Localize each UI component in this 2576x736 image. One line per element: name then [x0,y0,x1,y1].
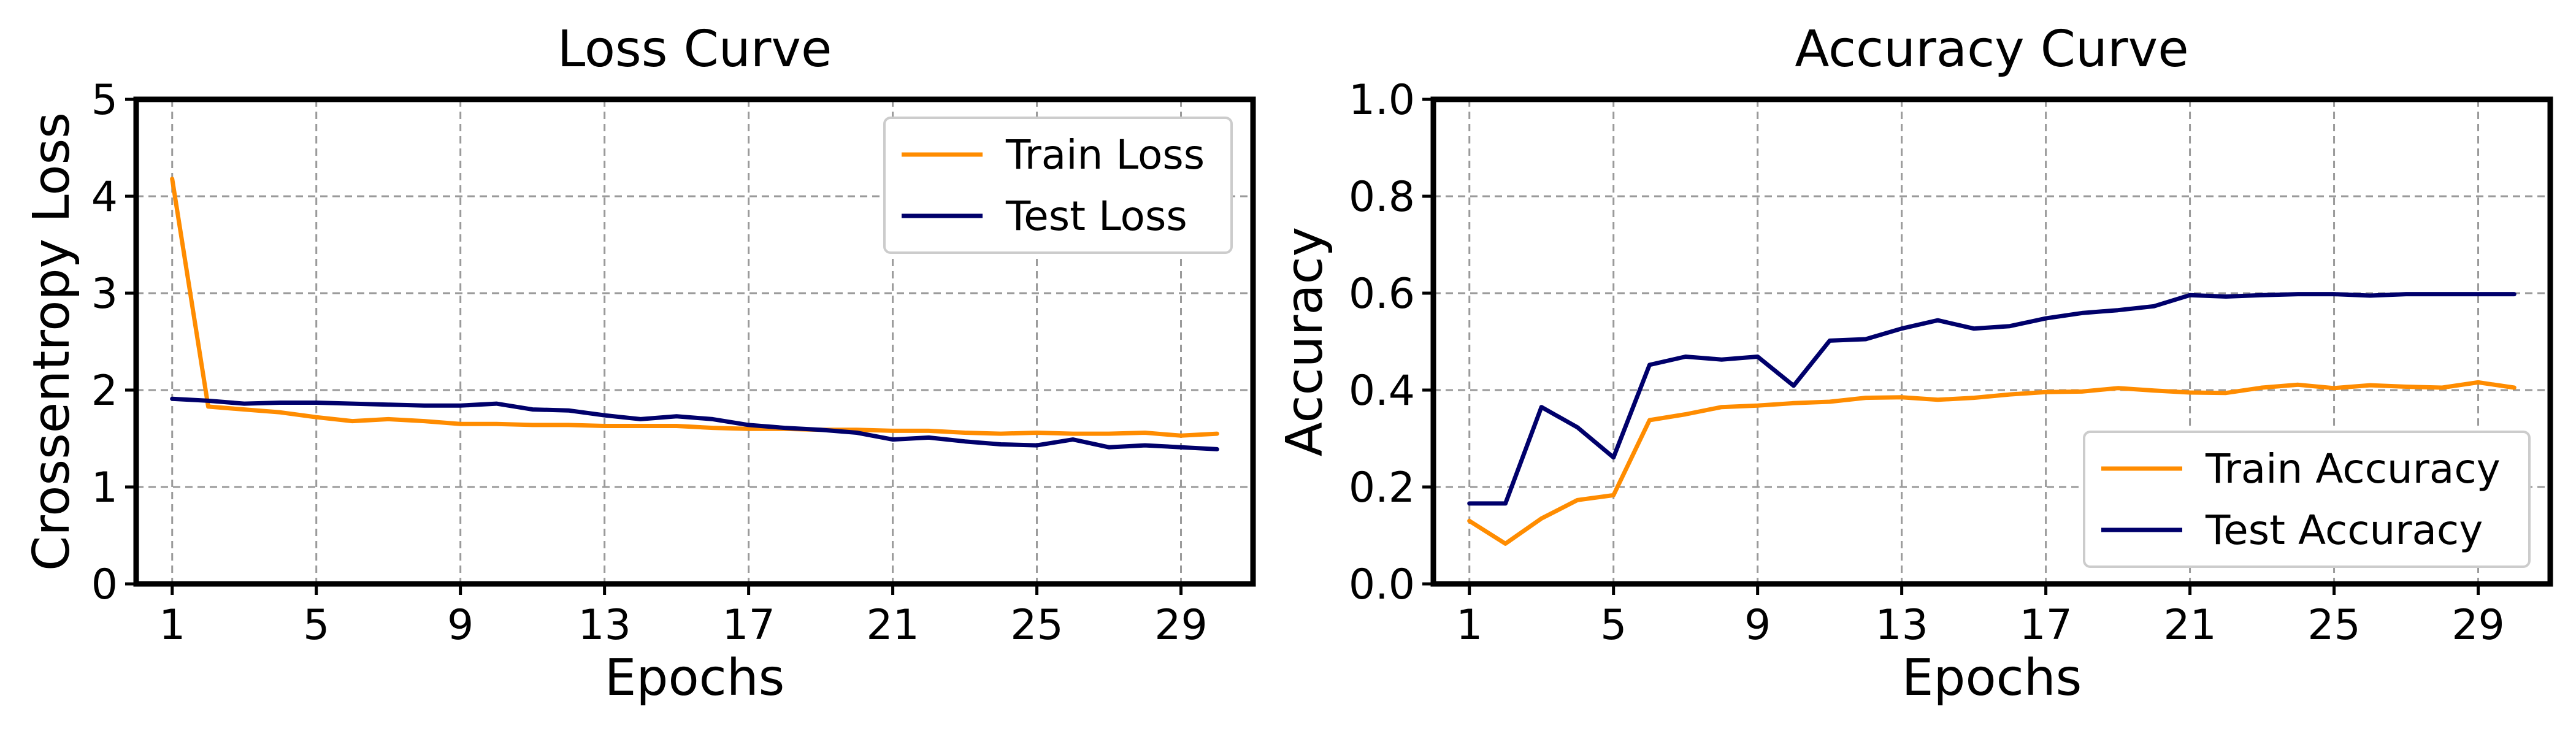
plot-frame [1430,96,2553,587]
plot-frame [133,96,1256,587]
y-tick-label: 0.4 [1349,367,1415,415]
legend-entry: Train Loss [1005,131,1205,178]
y-tick-label: 1 [91,464,118,512]
chart-title: Loss Curve [558,20,832,79]
x-tick-label: 17 [722,601,775,650]
legend-entry: Test Accuracy [2205,507,2483,554]
x-tick-label: 17 [2019,601,2072,650]
x-tick-label: 25 [2307,601,2361,650]
y-tick-label: 0 [91,561,118,609]
x-axis-label: Epochs [605,649,785,707]
y-tick-label: 2 [91,367,118,415]
legend-entry: Test Loss [1005,193,1187,240]
x-tick-label: 13 [578,601,631,650]
x-axis-label: Epochs [1902,649,2082,707]
x-tick-label: 9 [1744,601,1771,650]
series-line-test-loss [170,396,1219,451]
series-line-train-accuracy [1467,380,2517,546]
x-tick-label: 21 [2163,601,2217,650]
x-tick-label: 13 [1875,601,1928,650]
series-line-test-accuracy [1467,292,2517,506]
y-tick-label: 1.0 [1349,76,1415,125]
x-tick-label: 29 [2451,601,2505,650]
y-tick-label: 5 [91,76,118,125]
series-line-train-loss [170,177,1219,438]
accuracy-curve-chart: 1 5 9 13 17 21 25 29 0.0 0.2 0.4 0.6 0.8 1.0 Accuracy … [1276,20,2553,707]
legend: Train Accuracy Test Accuracy [2083,431,2531,568]
x-tick-label: 1 [159,601,185,650]
y-axis-label: Crossentropy Loss [23,112,81,571]
x-tick-label: 9 [447,601,473,650]
legend-entry: Train Accuracy [2205,445,2501,493]
y-axis-label: Accuracy [1276,227,1334,456]
x-tick-label: 5 [303,601,329,650]
y-tick-label: 0.6 [1349,270,1415,318]
y-tick-label: 0.8 [1349,173,1415,221]
y-tick-label: 3 [91,270,118,318]
legend-box [883,117,1233,254]
x-tick-label: 21 [866,601,919,650]
y-tick-label: 0.2 [1349,464,1415,512]
y-tick-label: 4 [91,173,118,221]
chart-title: Accuracy Curve [1795,20,2188,79]
x-tick-label: 5 [1600,601,1627,650]
x-tick-label: 29 [1154,601,1208,650]
x-tick-label: 1 [1456,601,1482,650]
x-tick-label: 25 [1010,601,1064,650]
legend-box [2083,431,2531,568]
legend: Train Loss Test Loss [883,117,1233,254]
y-tick-label: 0.0 [1349,561,1415,609]
